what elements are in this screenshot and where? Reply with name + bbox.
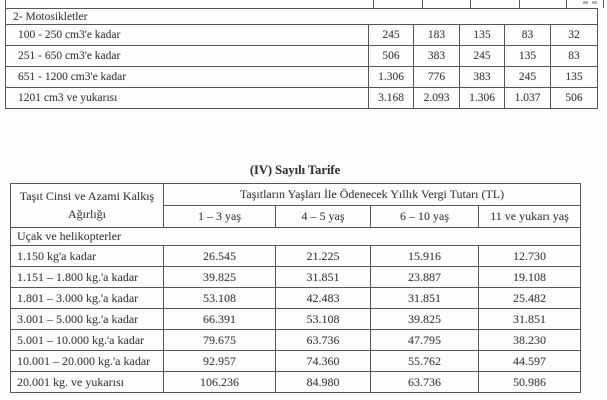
cell-value: 1.306 xyxy=(459,87,505,109)
row-label: 100 - 250 cm3'e kadar xyxy=(5,24,369,46)
cell-value: 32 xyxy=(549,24,599,46)
row-label: 1.151 – 1.800 kg.'a kadar xyxy=(10,266,164,288)
header-row: Taşıt Cinsi ve Azami Kalkış Ağırlığı Taş… xyxy=(10,183,582,228)
cell-value: 84.980 xyxy=(275,371,371,393)
cell-value: 42.483 xyxy=(275,287,371,309)
cropped-header-row xyxy=(5,0,604,8)
cell-value: 38.230 xyxy=(477,329,582,351)
cell-value: 245 xyxy=(504,66,551,88)
row-label: 5.001 – 10.000 kg.'a kadar xyxy=(10,329,164,351)
table-border-tick xyxy=(470,0,471,8)
cell-value: 506 xyxy=(368,45,414,67)
cropped-text-remnant xyxy=(592,1,597,4)
row-label: 1.150 kg'a kadar xyxy=(10,245,164,267)
vehicle-type-header: Taşıt Cinsi ve Azami Kalkış Ağırlığı xyxy=(10,183,164,228)
cell-value: 23.887 xyxy=(370,266,479,288)
cell-value: 106.236 xyxy=(163,371,276,393)
tax-amount-header: Taşıtların Yaşları İle Ödenecek Yıllık V… xyxy=(162,183,582,206)
row-label: 3.001 – 5.000 kg.'a kadar xyxy=(10,308,164,330)
table-border-tick xyxy=(519,0,520,8)
cell-value: 66.391 xyxy=(163,308,276,330)
cell-value: 12.730 xyxy=(477,245,582,267)
table-row: 20.001 kg. ve yukarısı 106.236 84.980 63… xyxy=(10,371,582,393)
cell-value: 63.736 xyxy=(370,371,479,393)
row-label: 10.001 – 20.000 kg.'a kadar xyxy=(10,350,164,372)
cell-value: 92.957 xyxy=(163,350,276,372)
motorcycle-tax-table: 2- Motosikletler 100 - 250 cm3'e kadar 2… xyxy=(4,8,599,109)
cell-value: 50.986 xyxy=(477,371,582,393)
table-row: 1201 cm3 ve yukarısı 3.168 2.093 1.306 1… xyxy=(5,87,599,109)
table-row: 100 - 250 cm3'e kadar 245 183 135 83 32 xyxy=(5,24,599,46)
cell-value: 245 xyxy=(459,45,505,67)
cell-value: 2.093 xyxy=(413,87,460,109)
vehicle-type-header-line2: Ağırlığı xyxy=(68,206,106,221)
table-border-tick xyxy=(373,0,374,8)
table-row: 1.150 kg'a kadar 26.545 21.225 15.916 12… xyxy=(10,245,582,267)
aircraft-tax-table: Taşıt Cinsi ve Azami Kalkış Ağırlığı Taş… xyxy=(9,183,582,393)
row-label: 20.001 kg. ve yukarısı xyxy=(10,371,164,393)
cell-value: 44.597 xyxy=(477,350,582,372)
cell-value: 83 xyxy=(549,45,599,67)
table-row: 651 - 1200 cm3'e kadar 1.306 776 383 245… xyxy=(5,66,599,88)
cell-value: 55.762 xyxy=(370,350,479,372)
cell-value: 776 xyxy=(413,66,460,88)
table-row: 1.151 – 1.800 kg.'a kadar 39.825 31.851 … xyxy=(10,266,582,288)
cell-value: 1.037 xyxy=(504,87,551,109)
cell-value: 31.851 xyxy=(477,308,582,330)
age-column-header: 1 – 3 yaş xyxy=(163,205,276,228)
cell-value: 135 xyxy=(549,66,599,88)
row-label: 1201 cm3 ve yukarısı xyxy=(5,87,369,109)
cell-value: 135 xyxy=(459,24,505,46)
cell-value: 74.360 xyxy=(275,350,371,372)
cell-value: 383 xyxy=(413,45,460,67)
cell-value: 39.825 xyxy=(370,308,479,330)
cell-value: 3.168 xyxy=(368,87,414,109)
cell-value: 135 xyxy=(504,45,551,67)
vehicle-type-header-line1: Taşıt Cinsi ve Azami Kalkış xyxy=(19,189,155,204)
table-row: 5.001 – 10.000 kg.'a kadar 79.675 63.736… xyxy=(10,329,582,351)
table-border-tick xyxy=(5,0,6,8)
cell-value: 506 xyxy=(549,87,599,109)
cell-value: 26.545 xyxy=(163,245,276,267)
table-border-tick xyxy=(566,0,567,8)
cell-value: 21.225 xyxy=(275,245,371,267)
section-label: Uçak ve helikopterler xyxy=(9,227,582,246)
cell-value: 25.482 xyxy=(477,287,582,309)
age-column-header: 6 – 10 yaş xyxy=(370,205,479,228)
age-column-header: 11 ve yukarı yaş xyxy=(477,205,582,228)
table-row: 1.801 – 3.000 kg.'a kadar 53.108 42.483 … xyxy=(10,287,582,309)
table-row: 3.001 – 5.000 kg.'a kadar 66.391 53.108 … xyxy=(10,308,582,330)
cell-value: 53.108 xyxy=(163,287,276,309)
cell-value: 31.851 xyxy=(370,287,479,309)
cell-value: 15.916 xyxy=(370,245,479,267)
table-border-tick xyxy=(422,0,423,8)
cell-value: 31.851 xyxy=(275,266,371,288)
tariff-title: (IV) Sayılı Tarife xyxy=(249,163,341,177)
row-label: 251 - 650 cm3'e kadar xyxy=(5,45,369,67)
cell-value: 19.108 xyxy=(477,266,582,288)
cell-value: 39.825 xyxy=(163,266,276,288)
table-border-tick xyxy=(603,0,604,8)
age-column-header: 4 – 5 yaş xyxy=(275,205,371,228)
section-row: 2- Motosikletler xyxy=(4,8,599,25)
cell-value: 79.675 xyxy=(163,329,276,351)
cropped-text-remnant xyxy=(583,1,588,4)
cell-value: 1.306 xyxy=(368,66,414,88)
cell-value: 245 xyxy=(368,24,414,46)
section-label: 2- Motosikletler xyxy=(4,8,599,25)
cell-value: 83 xyxy=(504,24,551,46)
table-row: 10.001 – 20.000 kg.'a kadar 92.957 74.36… xyxy=(10,350,582,372)
cell-value: 53.108 xyxy=(275,308,371,330)
cell-value: 63.736 xyxy=(275,329,371,351)
row-label: 1.801 – 3.000 kg.'a kadar xyxy=(10,287,164,309)
section-row: Uçak ve helikopterler xyxy=(9,227,582,246)
cell-value: 383 xyxy=(459,66,505,88)
cell-value: 47.795 xyxy=(370,329,479,351)
row-label: 651 - 1200 cm3'e kadar xyxy=(5,66,369,88)
table-row: 251 - 650 cm3'e kadar 506 383 245 135 83 xyxy=(5,45,599,67)
cell-value: 183 xyxy=(413,24,460,46)
